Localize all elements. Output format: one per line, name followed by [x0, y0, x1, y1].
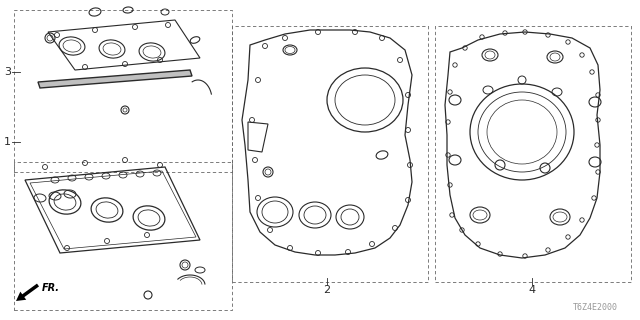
Text: 4: 4: [529, 285, 536, 295]
Bar: [14, 162, 232, 310]
Bar: [232, 26, 428, 282]
Polygon shape: [38, 70, 192, 88]
Text: 2: 2: [323, 285, 331, 295]
Text: T6Z4E2000: T6Z4E2000: [573, 303, 618, 312]
FancyArrow shape: [16, 284, 39, 301]
Text: 1: 1: [4, 137, 11, 147]
Text: 3: 3: [4, 67, 11, 77]
Text: FR.: FR.: [42, 283, 60, 293]
Bar: [14, 10, 232, 172]
Bar: [435, 26, 631, 282]
